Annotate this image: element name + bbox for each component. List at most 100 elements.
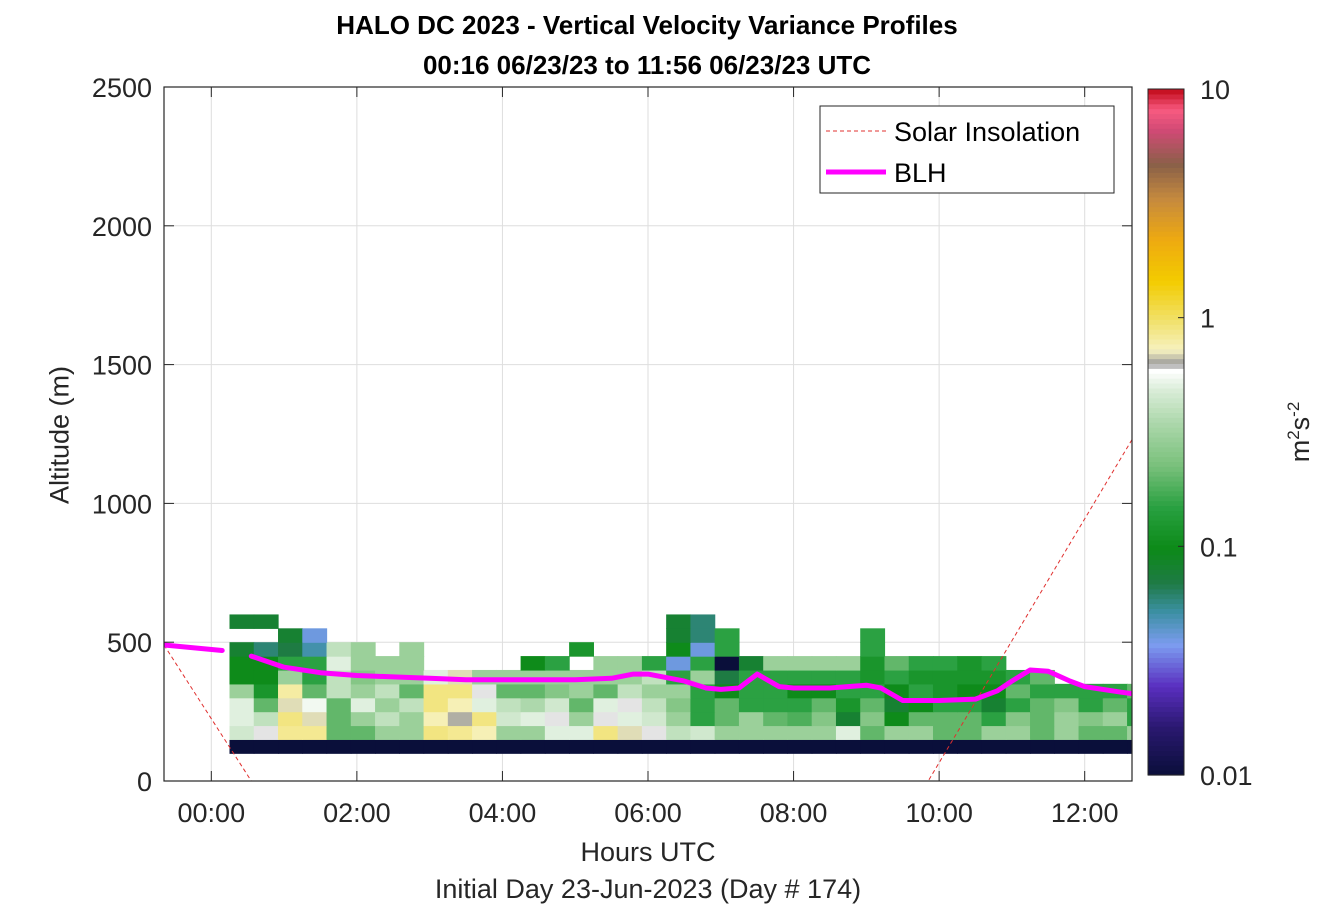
colorbar-segment	[1148, 726, 1184, 732]
heatmap-cell	[1224, 725, 1249, 739]
heatmap-cell	[860, 656, 886, 671]
heatmap-cell	[593, 711, 619, 727]
heatmap-cell	[763, 739, 789, 754]
colorbar-segment	[1148, 172, 1184, 178]
chart-title-line-1: HALO DC 2023 - Vertical Velocity Varianc…	[336, 10, 958, 40]
heatmap-cell	[884, 669, 910, 685]
heatmap-cell	[399, 683, 425, 699]
colorbar-segment	[1148, 255, 1184, 262]
colorbar-segment	[1148, 446, 1184, 453]
heatmap-cell	[278, 725, 303, 740]
colorbar-segment	[1148, 510, 1184, 516]
colorbar-segment	[1148, 294, 1184, 301]
heatmap-cell	[981, 697, 1007, 713]
heatmap-cell	[350, 642, 376, 657]
colorbar-segment	[1148, 221, 1184, 227]
legend-solar-label: Solar Insolation	[894, 117, 1080, 147]
heatmap-cell	[399, 725, 425, 740]
x-tick-label: 08:00	[760, 798, 828, 828]
heatmap-cell	[957, 669, 983, 685]
heatmap-cell	[326, 711, 352, 727]
x-tick-label: 06:00	[614, 798, 682, 828]
y-tick-label: 2000	[92, 212, 152, 242]
heatmap-cell	[472, 711, 497, 727]
colorbar-segment	[1148, 608, 1184, 614]
heatmap-cell	[1005, 697, 1031, 713]
colorbar-segment	[1148, 334, 1184, 340]
colorbar-segment	[1148, 490, 1184, 497]
heatmap-cell	[1273, 642, 1298, 656]
heatmap-cell	[690, 628, 716, 643]
colorbar-segment	[1148, 142, 1184, 149]
heatmap-cell	[811, 656, 837, 671]
heatmap-cell	[520, 697, 546, 713]
heatmap-cell	[860, 628, 886, 643]
colorbar-segment	[1148, 549, 1184, 556]
colorbar-segment	[1148, 309, 1184, 315]
colorbar-segment	[1148, 701, 1184, 707]
heatmap-cell	[350, 697, 376, 713]
heatmap-cell	[908, 725, 934, 740]
colorbar-segment	[1148, 275, 1184, 281]
colorbar-segment	[1148, 613, 1184, 619]
heatmap-cell	[690, 711, 716, 727]
heatmap-cell	[229, 711, 255, 727]
heatmap-cell	[1200, 628, 1225, 642]
heatmap-cell	[763, 697, 789, 713]
heatmap-cell	[835, 656, 861, 671]
heatmap-cell	[1248, 656, 1273, 670]
colorbar-segment	[1148, 534, 1184, 541]
heatmap-cell	[447, 697, 473, 713]
heatmap-cell	[1005, 739, 1031, 754]
heatmap-cell	[1224, 670, 1249, 684]
heatmap-cell	[714, 697, 740, 713]
heatmap-cell	[326, 683, 352, 699]
heatmap-cell	[641, 656, 667, 671]
colorbar-segment	[1148, 304, 1184, 311]
heatmap-cell	[1297, 656, 1322, 670]
heatmap-cell	[908, 669, 934, 685]
heatmap-cell	[1030, 739, 1055, 754]
heatmap-cell	[860, 697, 886, 713]
heatmap-cell	[1248, 642, 1273, 656]
colorbar-segment	[1148, 422, 1184, 428]
colorbar-segment	[1148, 740, 1184, 747]
heatmap-cell	[1127, 739, 1132, 754]
heatmap-cell	[229, 683, 255, 699]
colorbar-segment	[1148, 231, 1184, 237]
heatmap-cell	[1200, 670, 1225, 684]
heatmap-cell	[302, 628, 328, 643]
heatmap-cell	[1273, 725, 1298, 739]
heatmap-cell	[690, 697, 716, 713]
heatmap-cell	[1030, 683, 1055, 699]
colorbar-segment	[1148, 647, 1184, 654]
colorbar-segment	[1148, 716, 1184, 722]
heatmap-cell	[1200, 684, 1225, 698]
colorbar-segment	[1148, 113, 1184, 119]
heatmap-cell	[229, 697, 255, 713]
heatmap-cell	[835, 725, 861, 740]
heatmap-cell	[520, 683, 546, 699]
heatmap-cell	[375, 697, 400, 713]
colorbar-segment	[1148, 358, 1184, 364]
heatmap-cell	[860, 725, 886, 740]
heatmap-cell	[1200, 656, 1225, 670]
heatmap-cell	[738, 711, 764, 727]
colorbar-segment	[1148, 152, 1184, 159]
colorbar-segment	[1148, 93, 1184, 100]
colorbar-segment	[1148, 672, 1184, 678]
heatmap-cell	[617, 739, 643, 754]
heatmap-cell	[1248, 698, 1273, 712]
heatmap-cell	[981, 656, 1007, 671]
heatmap-cell	[1200, 698, 1225, 712]
colorbar-segment	[1148, 138, 1184, 144]
colorbar-segment	[1148, 706, 1184, 712]
heatmap-cell	[375, 711, 400, 727]
colorbar-segment	[1148, 103, 1184, 110]
heatmap-cell	[666, 711, 692, 727]
heatmap-cell	[253, 697, 279, 713]
heatmap-cell	[423, 725, 449, 740]
colorbar-segment	[1148, 466, 1184, 472]
colorbar-segment	[1148, 539, 1184, 546]
colorbar-segment	[1148, 574, 1184, 580]
